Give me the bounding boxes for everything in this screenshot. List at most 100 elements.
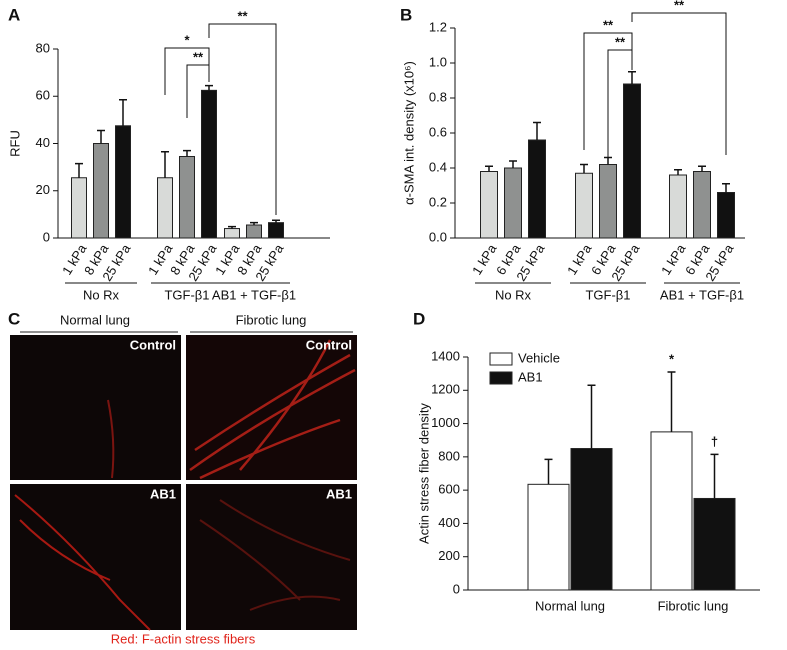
error-bar — [97, 129, 105, 144]
significance-mark: † — [711, 434, 718, 449]
micrograph — [10, 335, 181, 480]
significance-mark: ** — [615, 34, 626, 49]
error-bar — [183, 149, 191, 157]
group-label: AB1 + TGF-β1 — [660, 287, 744, 302]
bar — [693, 171, 711, 239]
bar — [504, 167, 522, 239]
bar — [570, 448, 613, 591]
error-bar — [485, 165, 493, 172]
legend-label: Vehicle — [518, 350, 560, 365]
micrograph — [10, 484, 181, 630]
y-tick-label: 1200 — [431, 382, 460, 397]
bar — [528, 139, 546, 239]
bar — [246, 224, 262, 239]
y-tick-label: 0.0 — [429, 229, 447, 244]
group-label: No Rx — [83, 287, 120, 302]
error-bar — [710, 453, 719, 499]
y-tick-label: 0 — [43, 229, 50, 244]
bar — [93, 143, 109, 239]
error-bar — [628, 71, 636, 84]
error-bar — [722, 183, 730, 193]
y-tick-label: 0.6 — [429, 124, 447, 139]
error-bar — [587, 384, 596, 449]
y-axis-label: Actin stress fiber density — [416, 403, 431, 544]
group-label: AB1 + TGF-β1 — [212, 287, 296, 302]
panel-letter: A — [8, 5, 20, 24]
legend-swatch — [489, 352, 513, 366]
micrograph — [186, 484, 357, 630]
bar — [71, 177, 87, 239]
y-tick-label: 200 — [438, 548, 460, 563]
bar — [268, 222, 284, 239]
significance-mark: ** — [674, 0, 685, 12]
y-tick-label: 0.8 — [429, 89, 447, 104]
y-tick-label: 1000 — [431, 415, 460, 430]
bar — [527, 483, 570, 591]
image-label: AB1 — [326, 486, 352, 501]
significance-bracket — [607, 49, 633, 158]
image-label: AB1 — [150, 486, 176, 501]
bar — [650, 431, 693, 591]
bar — [717, 192, 735, 239]
panel-letter: B — [400, 5, 412, 24]
y-tick-label: 0.2 — [429, 194, 447, 209]
y-axis-label: α-SMA int. density (x10⁶) — [401, 61, 416, 205]
error-bar — [75, 162, 83, 178]
caption: Red: F-actin stress fibers — [111, 631, 256, 646]
column-label: Normal lung — [60, 312, 130, 327]
legend-swatch — [489, 371, 513, 385]
bar — [201, 89, 217, 239]
panel-letter: C — [8, 309, 20, 328]
image-panel: C Normal lung Fibrotic lung Control Cont… — [8, 309, 357, 646]
error-bar — [228, 225, 236, 229]
error-bar — [580, 163, 588, 174]
y-tick-label: 1.2 — [429, 19, 447, 34]
significance-bracket — [583, 32, 633, 150]
legend-label: AB1 — [518, 369, 543, 384]
significance-bracket — [208, 23, 277, 215]
bar — [623, 83, 641, 239]
bar — [115, 125, 131, 239]
error-bar — [272, 219, 280, 223]
y-tick-label: 80 — [36, 40, 50, 55]
y-tick-label: 20 — [36, 182, 50, 197]
bar — [669, 174, 687, 239]
fiber — [14, 494, 151, 631]
significance-bracket — [631, 12, 727, 155]
group-label: TGF-β1 — [164, 287, 209, 302]
fiber — [199, 499, 351, 611]
error-bar — [544, 458, 553, 485]
y-tick-label: 0.4 — [429, 159, 447, 174]
significance-bracket — [164, 47, 210, 95]
significance-bracket — [186, 64, 210, 118]
y-tick-label: 1.0 — [429, 54, 447, 69]
y-axis-label: RFU — [7, 130, 22, 157]
bar — [575, 172, 593, 239]
error-bar — [604, 156, 612, 165]
group-label: TGF-β1 — [585, 287, 630, 302]
fiber — [107, 399, 115, 479]
significance-mark: * — [184, 32, 190, 47]
significance-mark: * — [669, 351, 675, 366]
significance-mark: ** — [193, 49, 204, 64]
y-tick-label: 1400 — [431, 348, 460, 363]
y-tick-label: 60 — [36, 88, 50, 103]
image-label: Control — [130, 337, 176, 352]
bar — [157, 177, 173, 239]
error-bar — [205, 84, 213, 91]
error-bar — [698, 165, 706, 172]
error-bar — [250, 221, 258, 226]
group-label: No Rx — [495, 287, 532, 302]
bar — [480, 171, 498, 239]
error-bar — [161, 151, 169, 178]
bar — [693, 497, 736, 591]
x-tick-label: Fibrotic lung — [658, 598, 729, 613]
y-tick-label: 400 — [438, 515, 460, 530]
bar — [224, 228, 240, 239]
micrograph — [186, 335, 357, 480]
error-bar — [674, 169, 682, 175]
image-label: Control — [306, 337, 352, 352]
x-tick-label: Normal lung — [535, 598, 605, 613]
error-bar — [667, 371, 676, 432]
